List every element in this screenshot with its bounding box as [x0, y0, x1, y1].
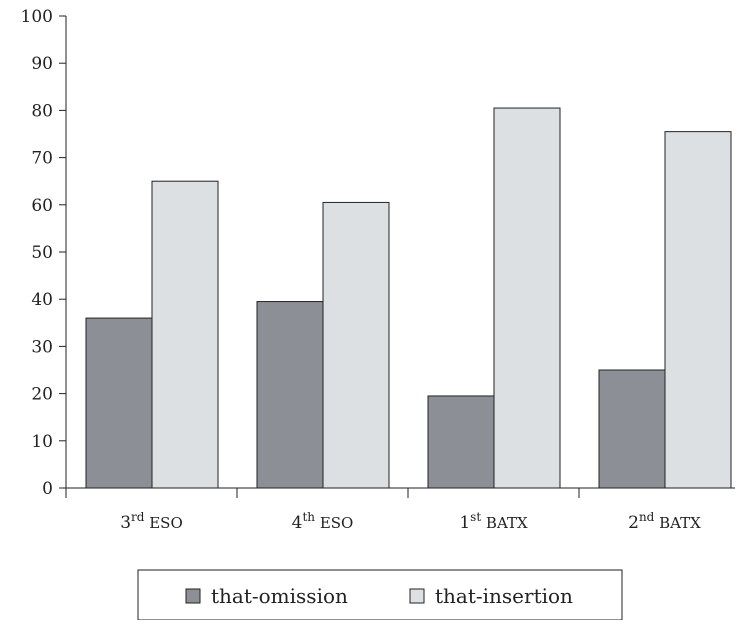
y-tick-label: 0	[42, 479, 53, 499]
legend-box	[137, 569, 623, 621]
y-tick-label: 20	[31, 385, 53, 405]
bar-that-insertion-1	[322, 201, 390, 489]
x-category-label: 4th ESO	[292, 510, 354, 533]
bar-that-omission-2	[427, 395, 495, 489]
x-axis: 3rd ESO 4th ESO 1st BATX 2nd BATX	[65, 487, 735, 533]
bars	[85, 107, 732, 489]
y-tick-label: 80	[31, 101, 53, 121]
bar-that-omission-0	[85, 317, 153, 489]
legend-swatch-that-omission	[185, 588, 201, 604]
legend-label-that-insertion: that-insertion	[435, 584, 573, 608]
bar-that-insertion-2	[493, 107, 561, 489]
legend-swatch-that-insertion	[409, 588, 425, 604]
bar-that-omission-3	[598, 369, 666, 489]
y-tick-label: 90	[31, 54, 53, 74]
y-tick-label: 10	[31, 432, 53, 452]
x-category-label: 3rd ESO	[120, 510, 183, 533]
y-tick-label: 30	[31, 337, 53, 357]
legend-label-that-omission: that-omission	[211, 584, 348, 608]
x-category-label: 2nd BATX	[628, 510, 701, 533]
bar-that-insertion-3	[664, 131, 732, 489]
y-tick-label: 60	[31, 196, 53, 216]
y-tick-label: 40	[31, 290, 53, 310]
y-tick-label: 50	[31, 243, 53, 263]
x-category-label: 1st BATX	[459, 510, 528, 533]
bar-that-insertion-0	[151, 180, 219, 489]
bar-that-omission-1	[256, 301, 324, 489]
y-axis: 0 10 20 30 40 50 60 70 80 90 100	[21, 7, 67, 499]
y-tick-label: 100	[21, 7, 53, 27]
legend: that-omission that-insertion	[137, 569, 623, 621]
y-tick-label: 70	[31, 149, 53, 169]
